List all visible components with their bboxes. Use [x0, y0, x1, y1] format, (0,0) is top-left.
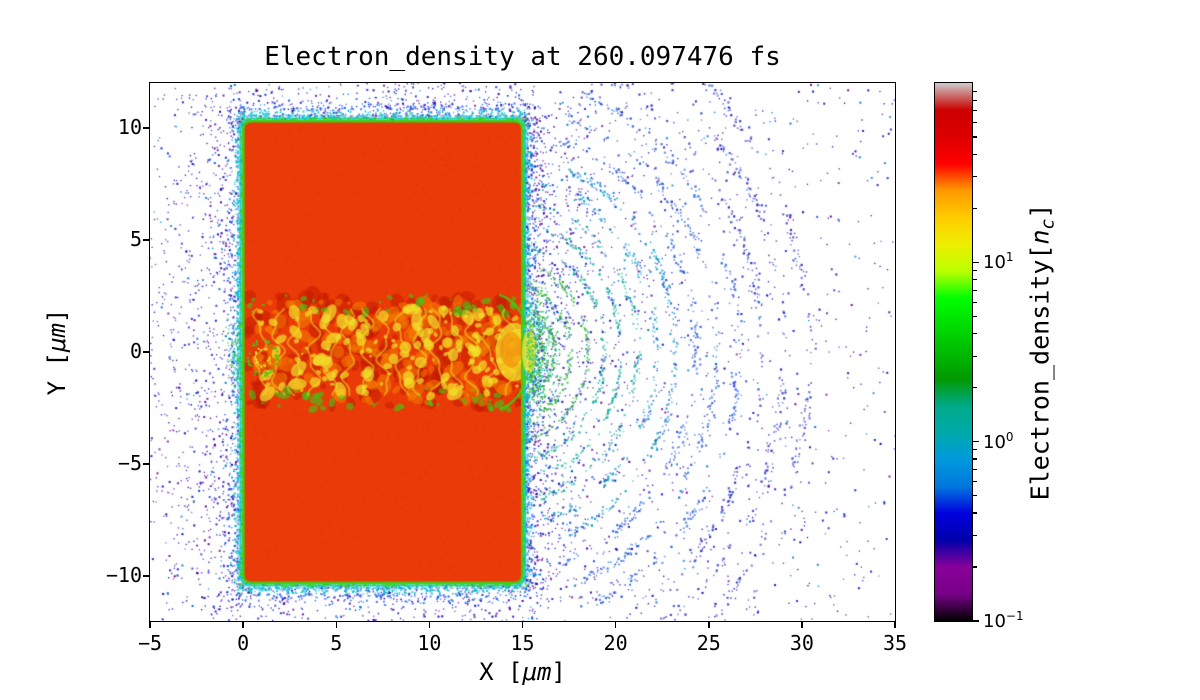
colorbar-tick-label: 100 [983, 430, 1014, 453]
colorbar-tick-mark [973, 620, 979, 622]
colorbar-minor-tick-mark [973, 468, 977, 471]
colorbar-minor-tick-mark [973, 122, 977, 124]
y-tick-mark [143, 239, 150, 241]
colorbar-minor-tick-mark [973, 90, 977, 92]
colorbar-minor-tick-mark [973, 495, 977, 497]
colorbar-minor-tick-mark [973, 315, 977, 317]
heatmap-canvas [150, 83, 895, 621]
x-tick-label: 10 [417, 631, 442, 655]
x-tick-label: 30 [789, 631, 814, 655]
colorbar-gradient [935, 83, 972, 621]
y-tick-label: −10 [105, 563, 142, 588]
colorbar-minor-tick-mark [973, 279, 977, 281]
y-tick-label: 10 [117, 114, 142, 139]
x-tick-mark [335, 622, 337, 628]
colorbar [934, 82, 973, 622]
colorbar-tick-exponent: 0 [1005, 429, 1014, 444]
x-tick-mark [801, 622, 803, 628]
y-tick-label: 5 [129, 226, 142, 251]
x-tick-mark [521, 622, 524, 628]
colorbar-minor-tick-mark [973, 512, 977, 514]
x-tick-label: 5 [330, 631, 343, 655]
colorbar-minor-tick-mark [973, 355, 977, 357]
colorbar-tick-mark [973, 261, 979, 264]
y-tick-mark [143, 127, 150, 129]
y-tick-label: −5 [117, 451, 142, 476]
colorbar-tick-label: 10−1 [983, 609, 1024, 632]
colorbar-minor-tick-mark [973, 566, 977, 568]
colorbar-minor-tick-mark [973, 153, 977, 155]
x-axis-label-unit: μm [522, 658, 552, 686]
colorbar-minor-tick-mark [973, 480, 977, 483]
colorbar-label-sub: c [1037, 218, 1059, 230]
colorbar-tick-exponent: −1 [1005, 609, 1024, 623]
colorbar-minor-tick-mark [973, 269, 977, 272]
colorbar-label-pre: Electron_density[ [1025, 244, 1055, 501]
y-tick-mark [143, 463, 150, 465]
colorbar-label: Electron_density[nc] [1025, 204, 1058, 501]
colorbar-minor-tick-mark [973, 449, 977, 451]
x-tick-label: 25 [696, 631, 721, 655]
x-tick-mark [428, 622, 431, 628]
colorbar-label-post: ] [1025, 203, 1055, 219]
colorbar-minor-tick-mark [973, 207, 977, 209]
colorbar-minor-tick-mark [973, 458, 977, 460]
y-tick-label: 0 [129, 339, 142, 363]
colorbar-minor-tick-mark [973, 110, 977, 112]
colorbar-minor-tick-mark [973, 387, 977, 389]
y-tick-mark [143, 575, 150, 577]
x-tick-label: 35 [882, 631, 908, 655]
y-tick-mark [143, 351, 150, 353]
x-tick-mark [614, 622, 617, 628]
colorbar-tick-base: 10 [983, 252, 1006, 274]
x-axis-label-post: ] [551, 658, 566, 686]
plot-area [149, 82, 896, 622]
colorbar-minor-tick-mark [973, 99, 977, 101]
colorbar-tick-label: 101 [983, 250, 1014, 273]
x-tick-mark [242, 622, 244, 628]
colorbar-tick-base: 10 [983, 431, 1006, 453]
colorbar-tick-base: 10 [983, 611, 1006, 632]
chart-title: Electron_density at 260.097476 fs [264, 42, 781, 72]
x-tick-mark [708, 622, 710, 628]
colorbar-minor-tick-mark [973, 534, 977, 537]
x-tick-label: 0 [237, 631, 250, 655]
colorbar-minor-tick-mark [973, 301, 977, 303]
x-tick-label: 20 [603, 631, 628, 655]
x-tick-label: −5 [137, 631, 163, 655]
colorbar-minor-tick-mark [973, 289, 977, 291]
x-tick-mark [149, 622, 151, 628]
colorbar-minor-tick-mark [973, 333, 977, 335]
x-axis-label-pre: X [ [479, 658, 523, 686]
x-tick-label: 15 [510, 631, 535, 655]
colorbar-tick-exponent: 1 [1005, 250, 1014, 265]
colorbar-minor-tick-mark [973, 136, 977, 138]
colorbar-label-var: n [1025, 229, 1055, 245]
y-axis-label-post: ] [43, 308, 71, 324]
x-axis-label: X [μm] [149, 658, 896, 686]
colorbar-tick-mark [973, 440, 979, 443]
x-tick-mark [894, 622, 896, 628]
colorbar-minor-tick-mark [973, 176, 977, 178]
